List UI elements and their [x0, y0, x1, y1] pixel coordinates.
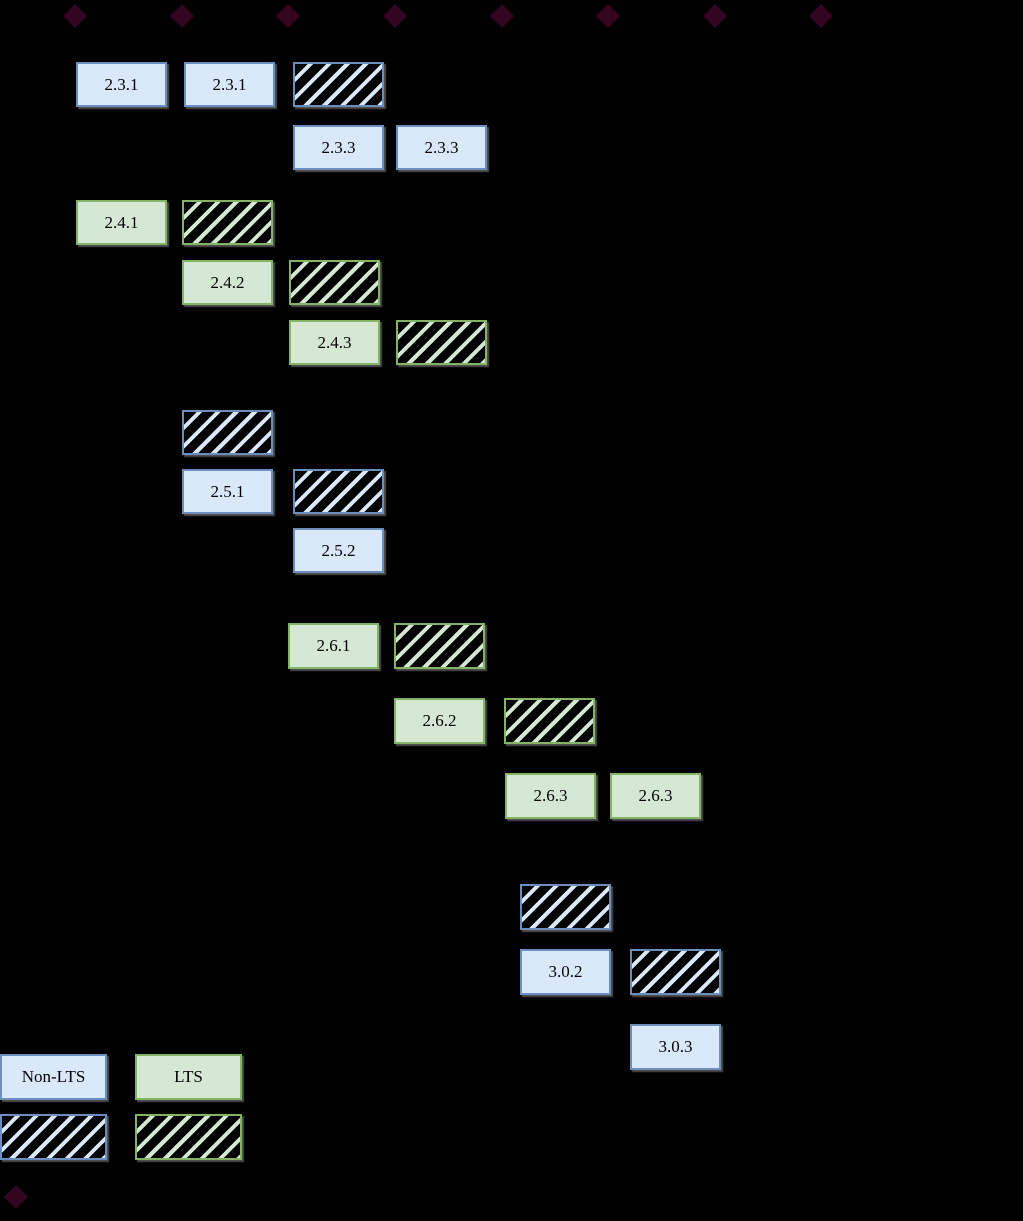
version-box-2.6.3-a: 2.6.3	[505, 773, 596, 819]
version-label: 2.4.1	[104, 212, 139, 232]
version-label: 3.0.2	[548, 962, 583, 981]
eol-box-2.4-b	[289, 260, 380, 305]
eol-box-2.5-a	[182, 410, 273, 455]
version-label: 2.3.1	[212, 74, 247, 94]
version-box-2.4.3: 2.4.3	[289, 320, 380, 365]
version-box-2.3.1-b: 2.3.1	[184, 62, 275, 107]
release-date-diamond-icon	[382, 3, 408, 29]
version-box-2.3.3-a: 2.3.3	[293, 125, 384, 170]
version-box-3.0.2: 3.0.2	[520, 949, 611, 995]
release-date-diamond-icon	[702, 3, 728, 29]
release-date-diamond-icon	[808, 3, 834, 29]
version-box-2.4.2: 2.4.2	[182, 260, 273, 305]
eol-box-2.3	[293, 62, 384, 107]
version-box-2.3.1-a: 2.3.1	[76, 62, 167, 107]
version-box-2.6.1: 2.6.1	[288, 623, 379, 669]
version-label: 2.5.1	[210, 481, 245, 501]
release-date-diamond-icon	[169, 3, 195, 29]
eol-box-2.4-a	[182, 200, 273, 245]
version-label: 2.3.3	[321, 137, 356, 157]
release-date-diamond-icon	[489, 3, 515, 29]
version-box-2.5.1: 2.5.1	[182, 469, 273, 514]
version-label: 2.3.3	[424, 137, 459, 157]
version-label: 2.4.2	[210, 272, 245, 292]
version-label: Non-LTS	[21, 1067, 86, 1086]
legend-lts: LTS	[135, 1054, 242, 1100]
version-box-2.3.3-b: 2.3.3	[396, 125, 487, 170]
legend-non-lts: Non-LTS	[0, 1054, 107, 1100]
version-box-2.4.1: 2.4.1	[76, 200, 167, 245]
eol-box-2.6-b	[504, 698, 595, 744]
version-label: 2.6.3	[638, 786, 673, 805]
version-label: 2.5.2	[321, 540, 356, 560]
eol-box-2.4-c	[396, 320, 487, 365]
version-label: LTS	[174, 1067, 203, 1086]
release-date-diamond-icon	[595, 3, 621, 29]
version-label: 3.0.3	[658, 1037, 693, 1056]
version-box-2.6.3-b: 2.6.3	[610, 773, 701, 819]
legend-lts-eol	[135, 1114, 242, 1160]
eol-box-2.6-a	[394, 623, 485, 669]
legend-non-lts-eol	[0, 1114, 107, 1160]
release-date-diamond-icon	[62, 3, 88, 29]
eol-box-3.0-a	[520, 884, 611, 930]
eol-box-3.0-b	[630, 949, 721, 995]
legend-release-date-diamond-icon	[3, 1184, 29, 1210]
release-date-diamond-icon	[275, 3, 301, 29]
eol-box-2.5-b	[293, 469, 384, 514]
version-label: 2.6.3	[533, 786, 568, 805]
version-label: 2.4.3	[317, 332, 352, 352]
version-label: 2.3.1	[104, 74, 139, 94]
version-box-3.0.3: 3.0.3	[630, 1024, 721, 1070]
version-box-2.6.2: 2.6.2	[394, 698, 485, 744]
version-box-2.5.2: 2.5.2	[293, 528, 384, 573]
version-label: 2.6.1	[316, 636, 351, 655]
version-label: 2.6.2	[422, 711, 457, 730]
